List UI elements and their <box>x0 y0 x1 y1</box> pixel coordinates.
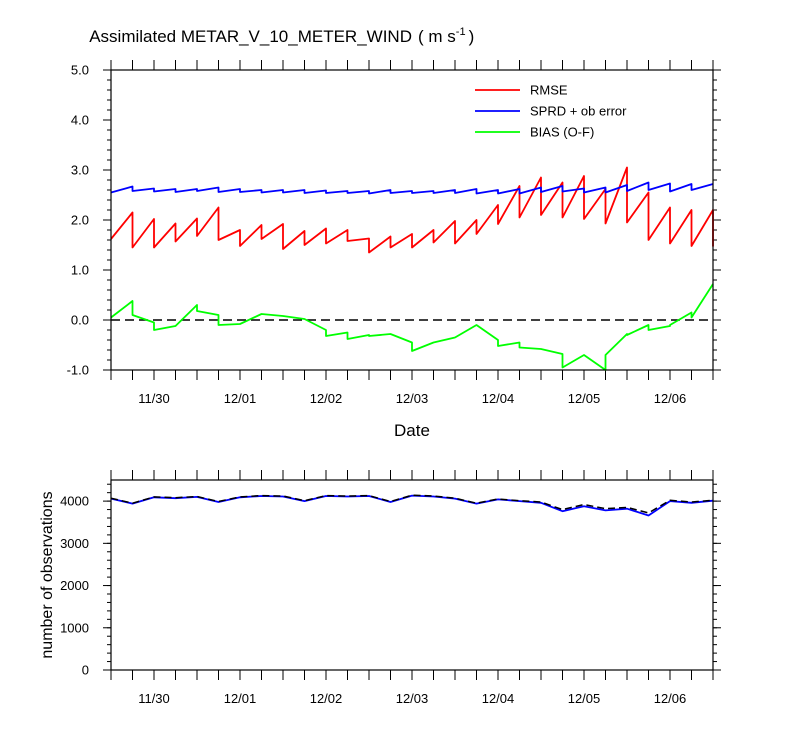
x-tick-label: 12/03 <box>396 391 429 406</box>
top-series <box>110 166 714 371</box>
legend-label: SPRD + ob error <box>530 104 627 119</box>
legend: RMSE SPRD + ob error BIAS (O-F) <box>475 83 627 140</box>
x-tick-label: 12/02 <box>310 691 343 706</box>
x-tick-label: 12/04 <box>482 691 515 706</box>
bottom-plot-frame <box>110 479 714 671</box>
y-tick-label: 2000 <box>60 578 89 593</box>
y-tick-label: 4.0 <box>71 113 89 128</box>
x-tick-label: 12/01 <box>224 391 257 406</box>
y-tick-label: -1.0 <box>67 363 89 378</box>
legend-label: BIAS (O-F) <box>530 125 594 140</box>
y-tick-label: 3000 <box>60 536 89 551</box>
x-tick-label: 12/05 <box>568 391 601 406</box>
series-line-rmse <box>110 166 714 254</box>
y-tick-label: 0.0 <box>71 313 89 328</box>
x-tick-label: 12/05 <box>568 691 601 706</box>
x-tick-label: 11/30 <box>138 691 170 706</box>
y-tick-label: 0 <box>82 663 89 678</box>
y-tick-label: 4000 <box>60 494 89 509</box>
y-axis-label: number of observations <box>39 491 56 658</box>
series-line-bias-o-f <box>110 283 714 371</box>
x-tick-label: 12/02 <box>310 391 343 406</box>
observations-panel: 0 1000 2000 3000 4000 11/30 12/01 12/02 12/03 12/… <box>39 470 721 706</box>
title-units-exp: -1 <box>456 26 466 38</box>
x-tick-label: 12/04 <box>482 391 515 406</box>
y-tick-label: 1.0 <box>71 263 89 278</box>
y-tick-label: 1000 <box>60 620 89 635</box>
y-tick-label: 3.0 <box>71 163 89 178</box>
series-line-possible <box>110 494 714 514</box>
top-plot-frame <box>110 69 714 371</box>
x-tick-label: 12/03 <box>396 691 429 706</box>
x-tick-label: 12/01 <box>224 691 257 706</box>
top-axes: -1.0 0.0 1.0 2.0 3.0 4.0 5.0 11/30 12/01 12/02 12/… <box>67 60 721 406</box>
x-tick-label: 12/06 <box>654 391 687 406</box>
x-tick-label: 12/06 <box>654 691 687 706</box>
chart-title: Assimilated METAR_V_10_METER_WIND ( m s-… <box>89 26 474 46</box>
x-tick-label: 11/30 <box>138 391 170 406</box>
title-units-close: ) <box>469 27 475 46</box>
title-units-open: ( m s <box>418 27 456 46</box>
legend-label: RMSE <box>530 83 568 98</box>
bottom-series <box>110 494 714 517</box>
series-line-assimilated <box>110 494 714 517</box>
bias-rmse-panel: -1.0 0.0 1.0 2.0 3.0 4.0 5.0 11/30 12/01 12/02 12/… <box>67 60 721 440</box>
bottom-axes: 0 1000 2000 3000 4000 11/30 12/01 12/02 12/03 12/… <box>60 470 721 706</box>
y-tick-label: 2.0 <box>71 213 89 228</box>
series-line-sprd-ob-error <box>110 181 714 195</box>
title-main: Assimilated METAR_V_10_METER_WIND <box>89 27 412 46</box>
y-tick-label: 5.0 <box>71 63 89 78</box>
x-axis-label: Date <box>394 421 430 440</box>
title-units: ( m s-1) <box>418 26 474 46</box>
